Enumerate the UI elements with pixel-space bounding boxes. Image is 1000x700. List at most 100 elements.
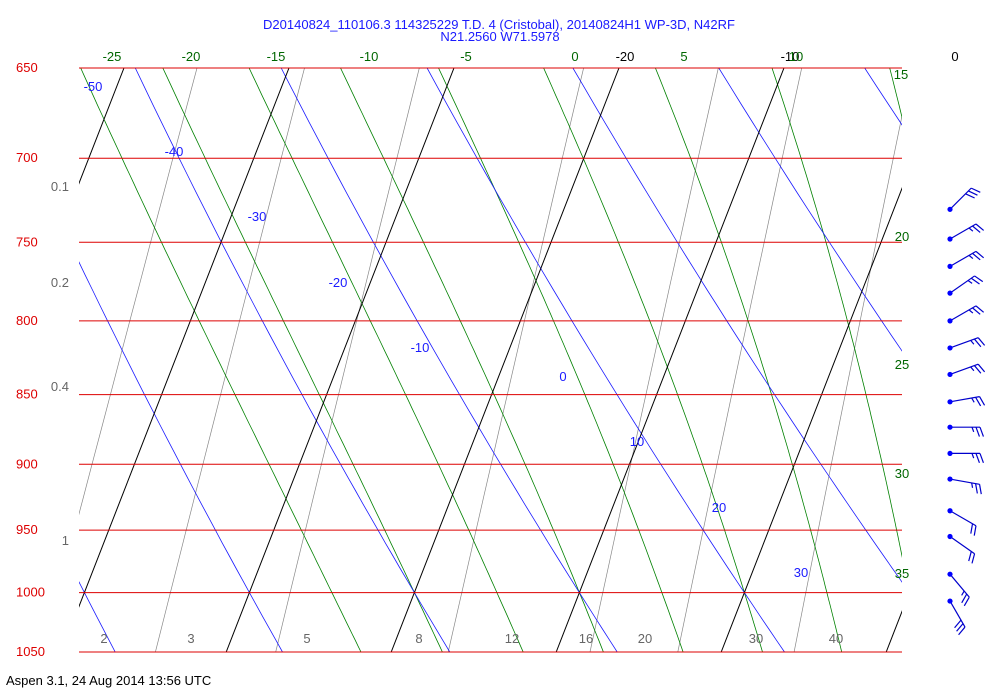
wind-barb-flag: [968, 551, 972, 562]
moist-adiabat-label: -15: [267, 49, 286, 64]
moist-adiabat-line: [543, 68, 763, 652]
wind-barb: [947, 476, 982, 495]
chart-title-line-2: N21.2560 W71.5978: [440, 29, 560, 44]
wind-barb-staff: [949, 305, 977, 322]
wind-barb-flag: [973, 365, 982, 374]
isobar-label: 1050: [16, 644, 45, 659]
moist-adiabat-label: 35: [895, 566, 909, 581]
dry-adiabat-line: [79, 261, 283, 652]
wind-barb-staff: [949, 250, 977, 267]
mixing-ratio-label: 1: [62, 533, 69, 548]
wind-barb: [947, 533, 976, 564]
mixing-ratio-label: 0.2: [51, 275, 69, 290]
wind-barb-half-flag: [968, 309, 974, 314]
dry-adiabat-line: [718, 68, 902, 352]
moist-adiabat-label: -10: [360, 49, 379, 64]
isotherm-label: -20: [616, 49, 635, 64]
mixing-ratio-label: 0.4: [51, 379, 69, 394]
isobars: [79, 67, 902, 653]
wind-barb: [947, 337, 986, 351]
wind-barb-half-flag: [971, 397, 975, 403]
moist-adiabat-label: 15: [894, 67, 908, 82]
wind-barb-staff: [949, 337, 979, 349]
mixing-ratio-label: 5: [303, 631, 310, 646]
wind-barb-station: [947, 399, 953, 405]
moist-adiabats: [80, 68, 902, 652]
wind-barb-flag: [972, 225, 981, 233]
isotherm-line: [79, 68, 290, 608]
wind-barb-flag: [975, 223, 985, 231]
moist-adiabat-label: 30: [895, 466, 909, 481]
moist-adiabat-label: -5: [460, 49, 472, 64]
dry-adiabat-label: -30: [248, 209, 267, 224]
wind-barb-flag: [954, 619, 962, 629]
wind-barb: [947, 424, 984, 437]
wind-barb-flag: [965, 193, 975, 199]
wind-barb-station: [947, 236, 953, 242]
wind-barb: [947, 508, 977, 536]
wind-barb: [947, 450, 984, 464]
axis-labels: 65070075080085090095010001050-20-1001020…: [16, 49, 959, 659]
wind-barb-flag: [968, 190, 978, 196]
mixing-ratio-label: 3: [187, 631, 194, 646]
wind-barb: [947, 396, 986, 407]
wind-barb: [947, 571, 970, 607]
mixing-ratio-label: 0.1: [51, 179, 69, 194]
mixing-ratio-line: [447, 68, 584, 652]
moist-adiabat-label: -25: [103, 49, 122, 64]
isobar-label: 750: [16, 234, 38, 249]
wind-barb: [947, 363, 986, 378]
wind-barb-flag: [975, 250, 985, 259]
dry-adiabat-label: -10: [411, 340, 430, 355]
wind-barb-flag: [979, 426, 984, 437]
wind-barb-half-flag: [961, 590, 965, 596]
dry-adiabat-line: [864, 68, 902, 126]
wind-barb-station: [947, 424, 953, 430]
moist-adiabat-line: [654, 68, 843, 652]
isotherms: [79, 68, 902, 652]
wind-barb-station: [947, 345, 953, 351]
wind-barb-flag: [972, 307, 981, 315]
wind-barb-flag: [972, 252, 981, 261]
moist-adiabat-line: [162, 68, 443, 652]
wind-barb: [947, 275, 984, 296]
moist-adiabat-label: 10: [789, 49, 803, 64]
isotherm-label: -10: [781, 49, 800, 64]
isobar-label: 700: [16, 150, 38, 165]
mixing-ratio-line: [907, 68, 1000, 652]
moist-adiabat-label: 5: [680, 49, 687, 64]
wind-barb-flag: [977, 363, 986, 373]
isotherm-line: [720, 187, 902, 652]
wind-barb-station: [947, 206, 953, 212]
wind-barb-station: [947, 533, 953, 540]
wind-barb-station: [947, 318, 953, 324]
isobar-label: 850: [16, 387, 38, 402]
isobar-label: 1000: [16, 585, 45, 600]
moist-adiabat-label: 25: [895, 357, 909, 372]
wind-barb-flag: [973, 338, 982, 348]
dry-adiabat-label: -40: [165, 144, 184, 159]
mixing-ratio-label: 8: [415, 631, 422, 646]
wind-barb-flag: [977, 337, 986, 346]
isotherm-line: [555, 68, 785, 652]
isobar-label: 800: [16, 313, 38, 328]
wind-barb-flag: [975, 426, 980, 437]
dry-adiabat-label: 20: [712, 500, 726, 515]
chart-title-line-1: D20140824_110106.3 114325229 T.D. 4 (Cri…: [263, 17, 735, 32]
wind-barb-staff: [949, 573, 970, 598]
wind-barb-staff: [949, 275, 975, 294]
dry-adiabat-label: 0: [559, 369, 566, 384]
isotherm-label: 0: [951, 49, 958, 64]
isobar-label: 900: [16, 456, 38, 471]
mixing-ratio-line: [677, 68, 803, 652]
mixing-ratio-line: [589, 68, 719, 652]
wind-barb-flag: [975, 453, 980, 464]
wind-barb-staff: [949, 223, 977, 240]
wind-barb: [947, 598, 966, 636]
wind-barb-half-flag: [971, 482, 974, 488]
wind-barb-station: [947, 450, 953, 457]
wind-barb-station: [947, 290, 953, 296]
wind-barb-flag: [975, 483, 978, 494]
mixing-ratio-label: 30: [749, 631, 763, 646]
